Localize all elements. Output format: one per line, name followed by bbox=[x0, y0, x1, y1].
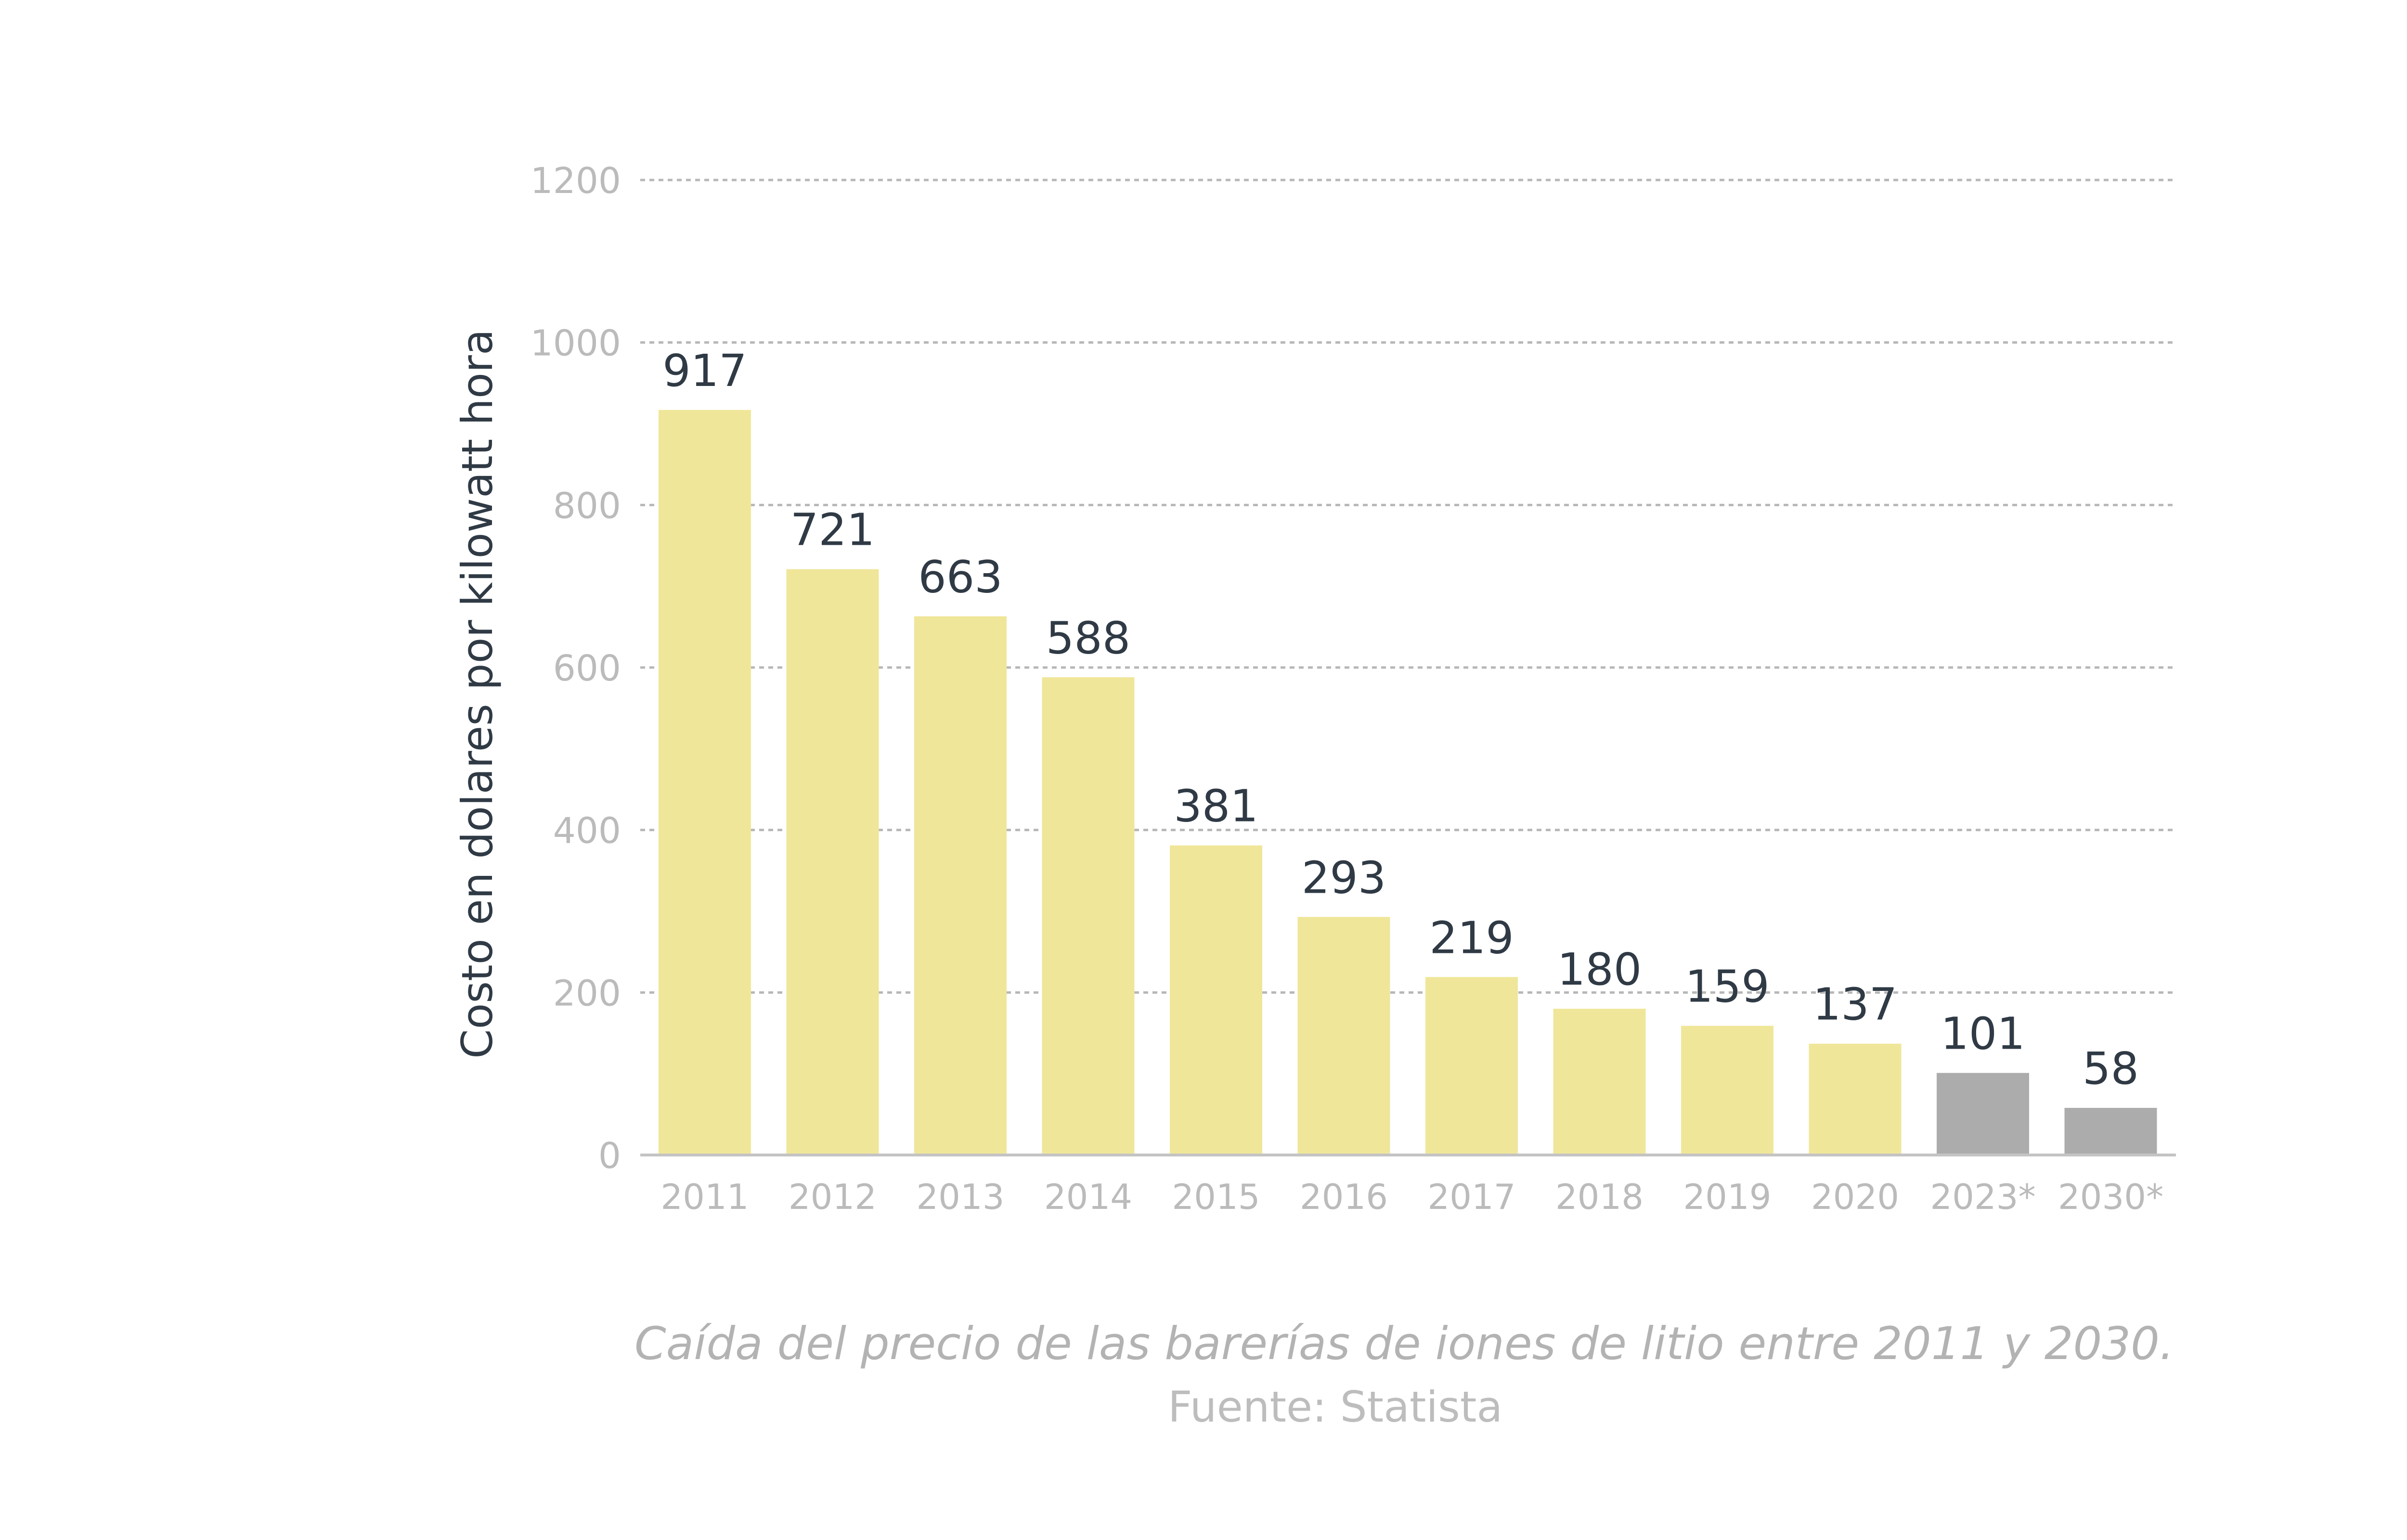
y-tick-label: 800 bbox=[553, 485, 621, 526]
value-label: 721 bbox=[790, 504, 875, 556]
x-tick-label: 2023* bbox=[1930, 1177, 2035, 1217]
y-axis-ticks: 0 200 400 600 800 1000 1200 bbox=[531, 160, 621, 1177]
x-tick-label: 2011 bbox=[660, 1177, 749, 1217]
x-tick-label: 2030* bbox=[2058, 1177, 2163, 1217]
x-tick-label: 2020 bbox=[1811, 1177, 1899, 1217]
value-label: 219 bbox=[1429, 912, 1514, 963]
value-label: 663 bbox=[918, 552, 1003, 603]
bar bbox=[1425, 977, 1518, 1155]
x-tick-label: 2018 bbox=[1555, 1177, 1643, 1217]
y-tick-label: 200 bbox=[553, 973, 621, 1014]
y-tick-label: 0 bbox=[598, 1135, 621, 1177]
y-tick-label: 600 bbox=[553, 648, 621, 689]
x-tick-label: 2013 bbox=[916, 1177, 1004, 1217]
y-axis-title: Costo en dolares por kilowatt hora bbox=[453, 329, 502, 1059]
x-tick-label: 2017 bbox=[1427, 1177, 1515, 1217]
bar bbox=[1553, 1009, 1646, 1155]
bar bbox=[1297, 917, 1390, 1155]
x-tick-label: 2014 bbox=[1044, 1177, 1132, 1217]
bar bbox=[1809, 1043, 1902, 1155]
y-tick-label: 1000 bbox=[531, 323, 621, 364]
value-label: 159 bbox=[1685, 961, 1770, 1013]
x-tick-label: 2015 bbox=[1172, 1177, 1260, 1217]
bar bbox=[659, 410, 751, 1155]
bar bbox=[1681, 1026, 1773, 1155]
y-tick-label: 1200 bbox=[531, 160, 621, 202]
bar bbox=[914, 616, 1007, 1155]
bars bbox=[659, 410, 2157, 1155]
value-label: 917 bbox=[662, 345, 747, 397]
x-axis-ticks: 2011 2012 2013 2014 2015 2016 2017 2018 2019 2020… bbox=[660, 1177, 2163, 1217]
x-tick-label: 2019 bbox=[1683, 1177, 1771, 1217]
bar bbox=[1937, 1073, 2029, 1155]
x-tick-label: 2016 bbox=[1300, 1177, 1388, 1217]
value-label: 180 bbox=[1557, 944, 1642, 995]
bar bbox=[1170, 845, 1262, 1155]
value-label: 293 bbox=[1302, 852, 1386, 903]
x-tick-label: 2012 bbox=[789, 1177, 877, 1217]
bar bbox=[786, 569, 879, 1155]
chart-source: Fuente: Statista bbox=[1168, 1382, 1503, 1432]
value-label: 588 bbox=[1046, 612, 1131, 664]
bar bbox=[1042, 677, 1135, 1155]
y-tick-label: 400 bbox=[553, 810, 621, 852]
value-label: 381 bbox=[1174, 781, 1258, 832]
value-label: 58 bbox=[2083, 1043, 2139, 1094]
chart-caption: Caída del precio de las barerías de ione… bbox=[634, 1318, 2174, 1370]
value-labels: 917 721 663 588 381 293 219 180 159 137 101 58 bbox=[662, 345, 2139, 1094]
bar bbox=[2064, 1108, 2157, 1155]
value-label: 137 bbox=[1813, 979, 1898, 1030]
value-label: 101 bbox=[1941, 1008, 2025, 1059]
